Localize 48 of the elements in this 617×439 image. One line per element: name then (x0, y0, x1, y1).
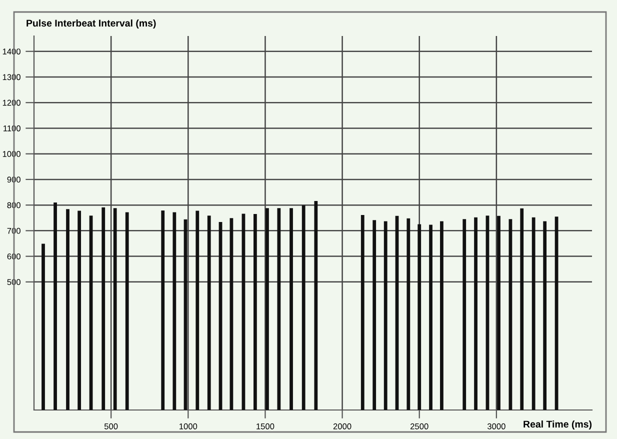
bar (161, 210, 165, 410)
x-tick-label: 1500 (256, 423, 274, 430)
bar (102, 207, 106, 410)
bar (125, 212, 129, 410)
bar (462, 219, 466, 410)
bar (172, 212, 176, 410)
y-tick-label: 1300 (2, 74, 20, 80)
bar (314, 200, 318, 410)
y-axis-title: Pulse Interbeat Interval (ms) (26, 19, 156, 29)
y-tick-label: 900 (7, 176, 20, 183)
y-tick-label: 1100 (4, 125, 20, 132)
bar (254, 214, 257, 410)
y-tick-label: 1000 (2, 151, 20, 157)
y-tick-label: 1200 (2, 100, 20, 106)
y-tick-label: 700 (7, 228, 20, 234)
bar (302, 205, 306, 410)
bar (372, 220, 376, 410)
bar (520, 208, 524, 410)
bar (42, 244, 45, 410)
bar (54, 202, 57, 410)
bar (360, 215, 364, 410)
bar (497, 216, 500, 410)
bar (543, 221, 547, 410)
bar (474, 217, 478, 410)
bar (440, 221, 444, 410)
bar (384, 221, 388, 410)
bar (532, 217, 536, 410)
bar (277, 208, 281, 410)
x-tick-label: 3000 (487, 423, 506, 430)
bar (406, 218, 410, 410)
x-tick-label: 2000 (333, 423, 352, 430)
x-axis-title: Real Time (ms) (524, 420, 592, 430)
y-tick-label: 1400 (2, 48, 20, 54)
bar (290, 208, 293, 410)
bar (196, 210, 200, 410)
x-tick-label: 2500 (410, 423, 428, 430)
bar (266, 208, 269, 410)
bar (66, 209, 70, 410)
bar (429, 224, 432, 410)
y-tick-label: 800 (7, 202, 20, 208)
bar (207, 216, 211, 410)
x-tick-label: 500 (104, 423, 118, 430)
bar (418, 224, 422, 410)
x-tick-label: 1000 (180, 423, 198, 430)
bar (113, 208, 117, 410)
y-tick-label: 500 (7, 279, 20, 286)
y-tick-label: 600 (7, 254, 20, 260)
bar (78, 210, 82, 410)
